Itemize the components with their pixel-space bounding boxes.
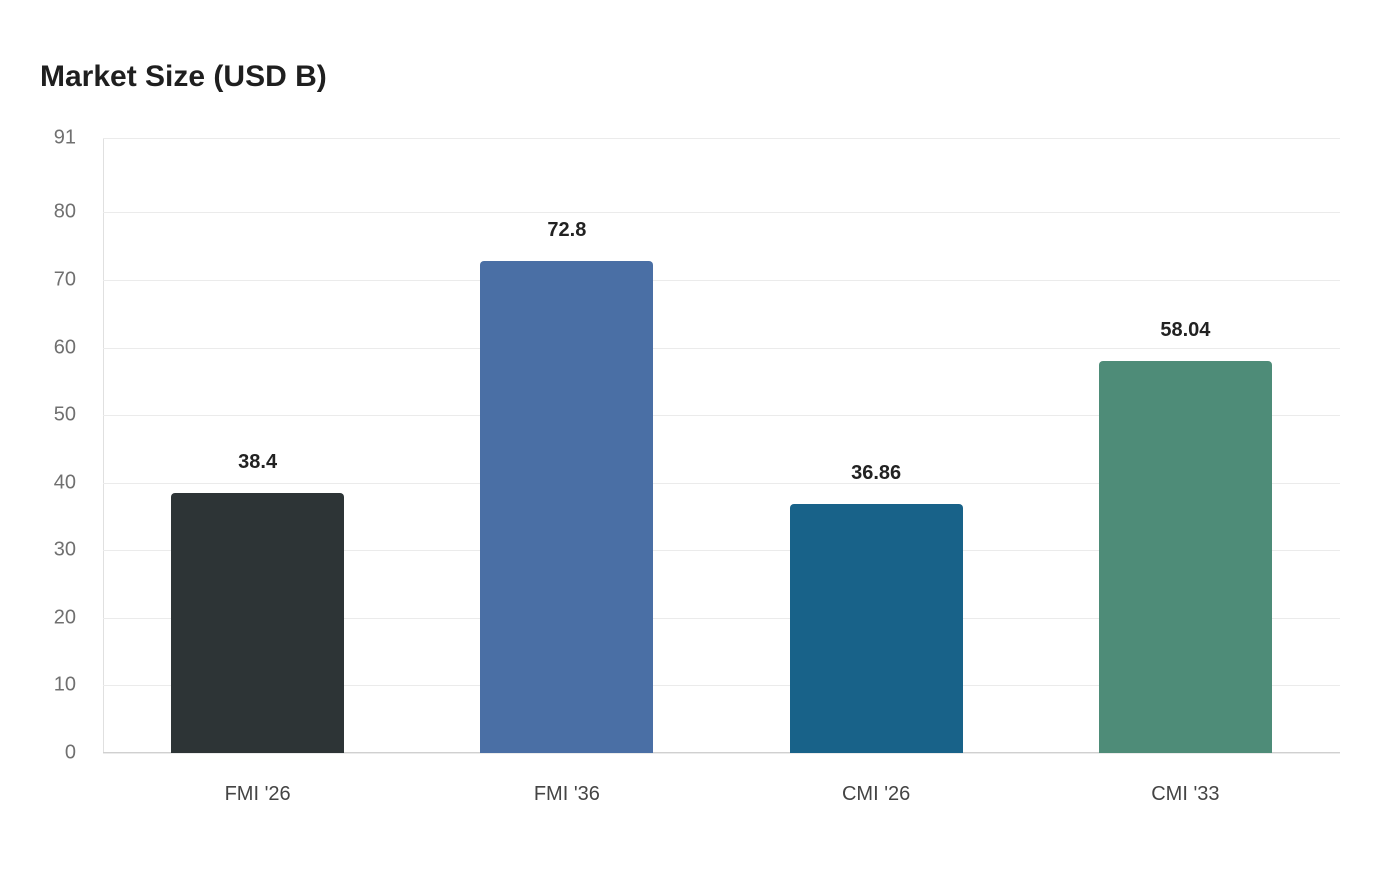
x-tick-label: FMI '26 <box>224 783 291 805</box>
y-tick-label: 80 <box>53 200 76 223</box>
bar[interactable] <box>171 493 345 753</box>
gridline <box>103 415 1340 417</box>
bar[interactable] <box>480 261 654 753</box>
gridline <box>103 279 1340 281</box>
gridline <box>103 347 1340 349</box>
gridline <box>103 482 1340 484</box>
y-tick-label: 0 <box>64 741 76 764</box>
x-tick-label: FMI '36 <box>533 783 600 805</box>
bar[interactable] <box>1098 360 1272 753</box>
gridline <box>103 212 1340 214</box>
bar[interactable] <box>789 503 963 753</box>
y-tick-label: 50 <box>53 403 76 426</box>
gridline <box>103 138 1340 139</box>
y-tick-label: 70 <box>53 268 76 291</box>
y-axis-line <box>103 138 104 753</box>
plot-area: 38.4 72.8 36.86 58.04 <box>103 138 1340 754</box>
y-tick-label: 60 <box>53 336 76 358</box>
x-tick-label: CMI '33 <box>1151 783 1220 805</box>
bar-value-label: 72.8 <box>547 219 587 241</box>
gridline <box>103 753 1340 754</box>
gridline <box>103 685 1340 687</box>
y-tick-label: 40 <box>53 471 76 494</box>
y-tick-label: 10 <box>53 673 76 696</box>
x-tick-label: CMI '26 <box>841 783 911 805</box>
chart-title: Market Size (USD B) <box>40 60 327 93</box>
bar-value-label: 58.04 <box>1160 318 1211 341</box>
bar-value-label: 38.4 <box>238 451 278 474</box>
y-tick-label: 91 <box>53 126 76 149</box>
y-tick-label: 30 <box>53 538 76 561</box>
bar-value-label: 36.86 <box>851 461 902 484</box>
y-tick-label: 20 <box>53 606 76 629</box>
gridline <box>103 617 1340 619</box>
gridline <box>103 550 1340 552</box>
